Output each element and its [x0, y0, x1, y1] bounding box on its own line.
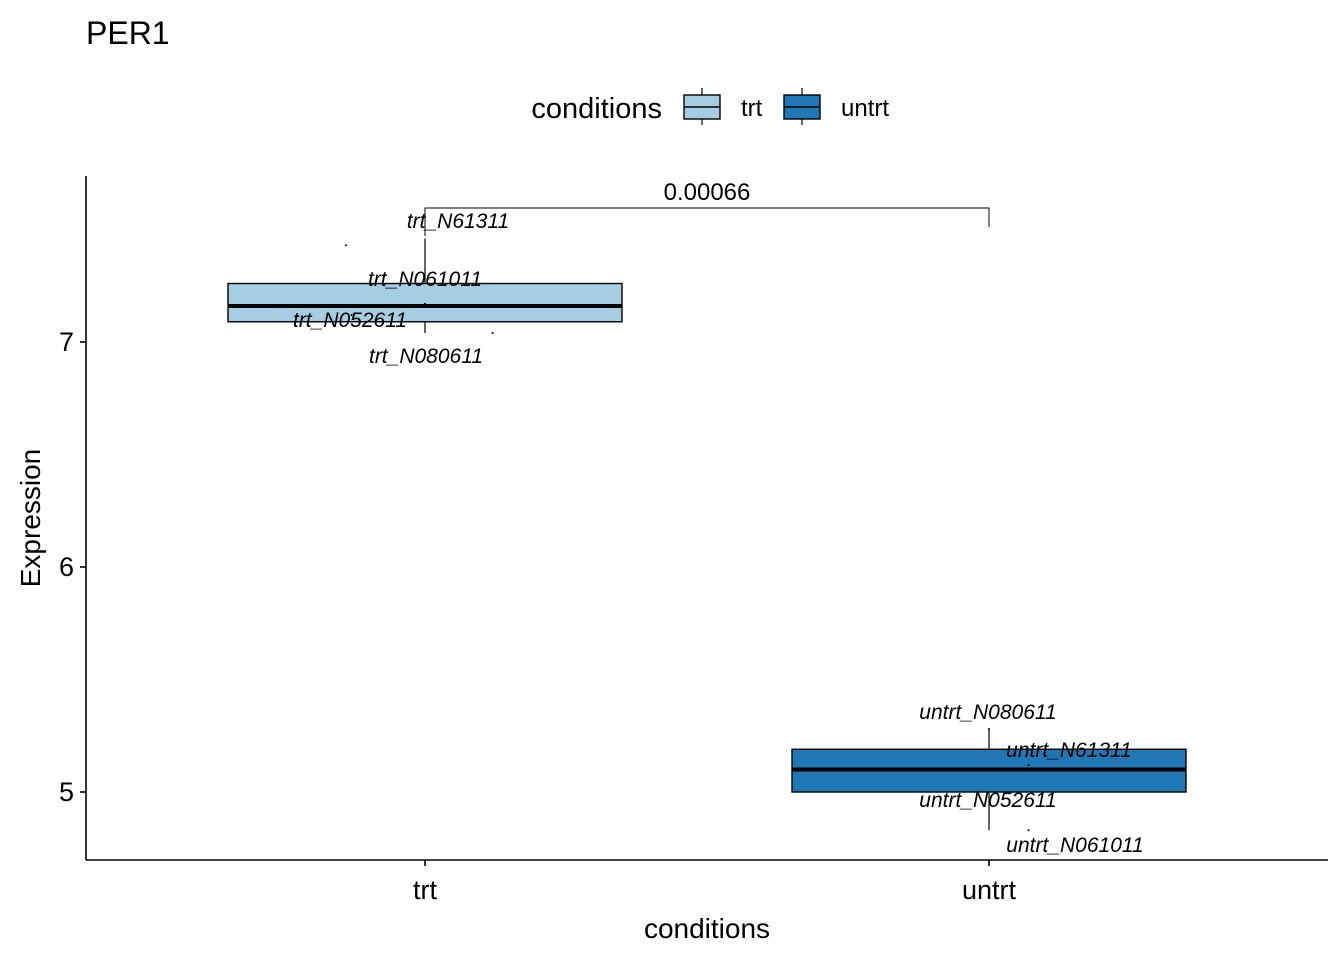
y-tick-label: 5: [59, 777, 74, 807]
point-label: trt_N052611: [293, 309, 407, 332]
point-label: untrt_N052611: [919, 789, 1056, 812]
point-label: untrt_N61311: [1006, 739, 1132, 762]
point-label: trt_N061011: [368, 268, 482, 291]
data-point: [1027, 829, 1030, 832]
legend-label: trt: [741, 95, 763, 122]
data-point: [345, 244, 348, 247]
legend: conditions trt untrt: [531, 88, 889, 125]
x-tick-label: trt: [413, 875, 437, 905]
point-label: trt_N61311: [407, 210, 509, 233]
data-point: [350, 314, 353, 316]
data-point: [976, 791, 979, 793]
legend-title: conditions: [531, 93, 662, 125]
x-tick-label: untrt: [962, 875, 1017, 905]
legend-label: untrt: [841, 95, 889, 122]
data-point: [1027, 764, 1030, 766]
point-label: untrt_N080611: [919, 701, 1056, 724]
comparison-bracket: [424, 207, 990, 236]
y-axis-title: Expression: [15, 449, 46, 588]
data-point: [424, 302, 426, 305]
point-label: untrt_N061011: [1006, 834, 1143, 857]
box-trt: [227, 282, 623, 323]
legend-entry-untrt: untrt: [783, 88, 889, 125]
y-tick-label: 6: [59, 552, 74, 582]
legend-entry-trt: trt: [683, 88, 763, 125]
plot-panel: 5 6 7 trt untrt trt_N61311 trt_N061011 trt_N0…: [59, 176, 1328, 905]
point-label: trt_N080611: [369, 345, 483, 368]
data-point: [491, 332, 494, 334]
chart-title: PER1: [86, 15, 170, 51]
x-axis-title: conditions: [644, 913, 770, 944]
y-tick-label: 7: [59, 327, 74, 357]
data-point: [988, 728, 990, 730]
p-value-label: 0.00066: [664, 179, 751, 206]
